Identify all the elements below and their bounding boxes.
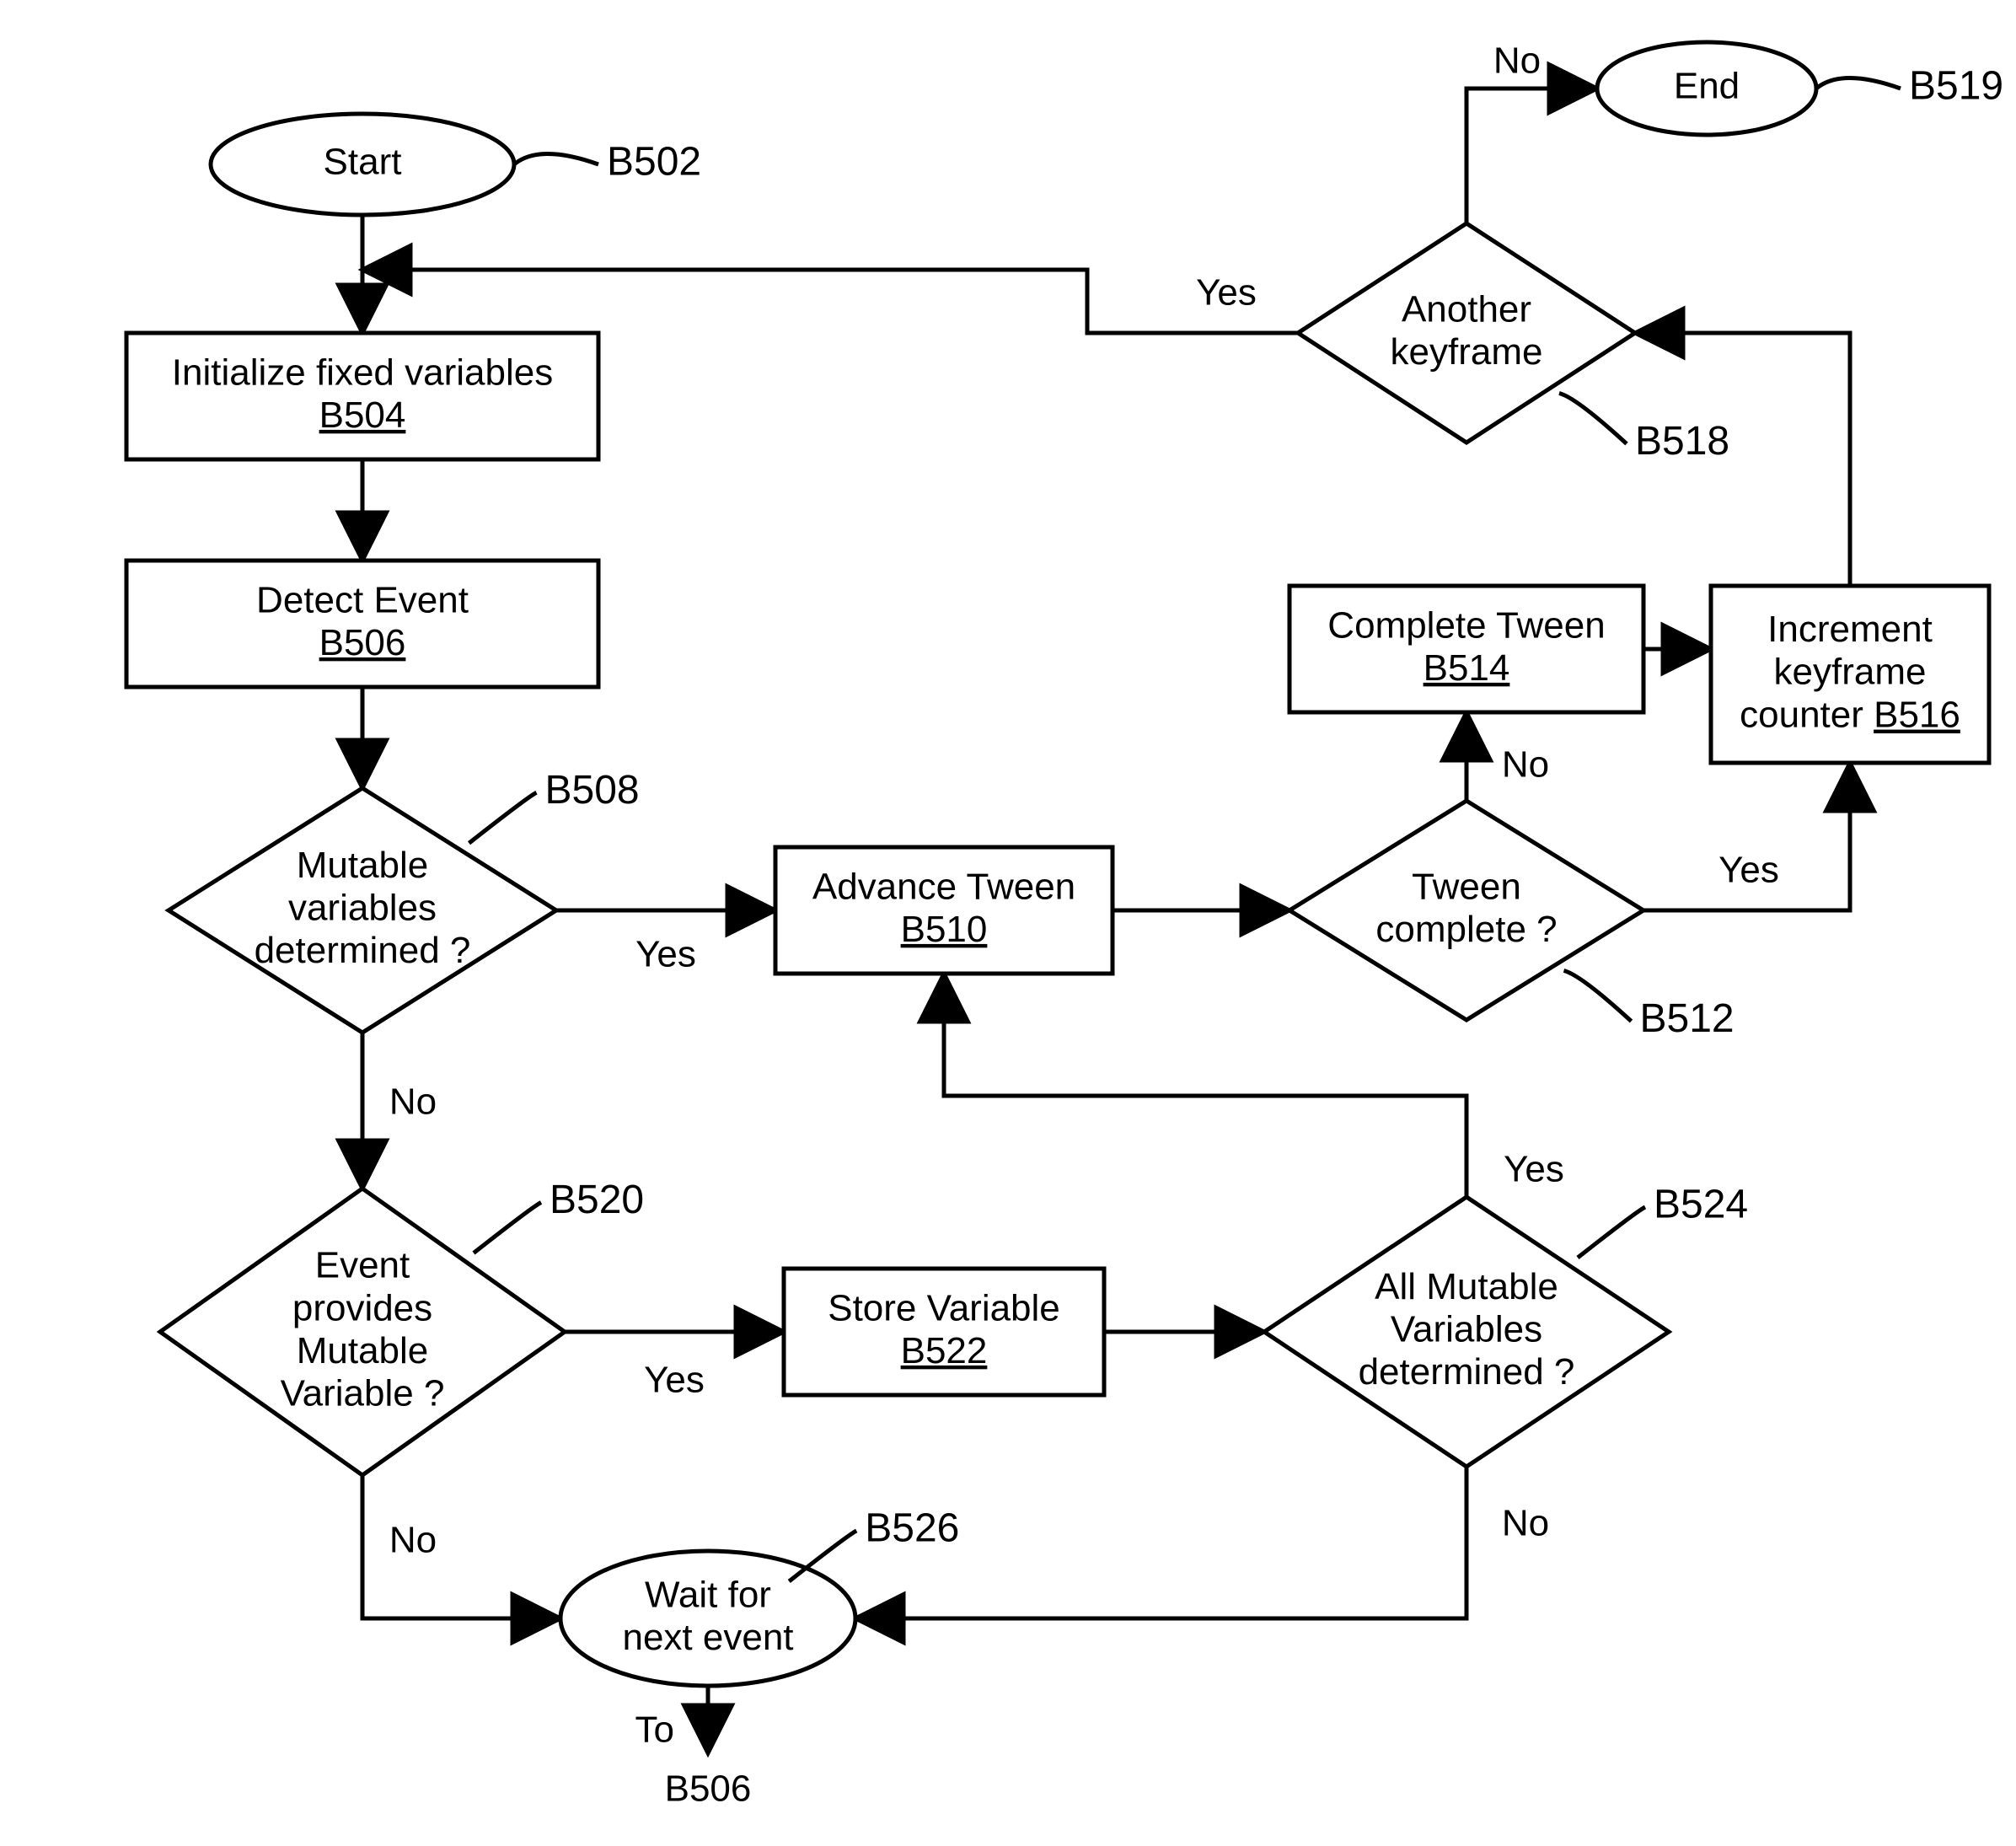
node-b510: Advance TweenB510 [775, 847, 1113, 974]
node-text: variables [288, 888, 437, 929]
node-text: End [1674, 66, 1740, 107]
node-text: Wait for [645, 1574, 771, 1615]
free-label: To [635, 1709, 674, 1751]
node-text: Initialize fixed variables [172, 351, 553, 393]
node-text: Store Variable [828, 1287, 1060, 1328]
node-text: Complete Tween [1327, 604, 1605, 646]
node-code: B504 [319, 394, 406, 436]
node-text: Increment [1767, 609, 1933, 650]
edge-label: Yes [1504, 1149, 1564, 1190]
node-text: counter B516 [1740, 694, 1960, 735]
node-code: B514 [1424, 647, 1510, 689]
ref-label: B524 [1654, 1183, 1748, 1227]
node-text: Tween [1412, 866, 1521, 907]
node-code: B506 [319, 622, 406, 663]
node-text: Detect Event [256, 579, 469, 620]
node-text: Mutable [297, 845, 429, 886]
node-text: Start [324, 142, 402, 183]
node-b522: Store VariableB522 [784, 1269, 1104, 1395]
node-code: B510 [901, 909, 988, 950]
node-text: keyframe [1774, 652, 1927, 693]
edge-label: Yes [1718, 850, 1779, 891]
node-b504: Initialize fixed variablesB504 [126, 333, 598, 459]
node-text: next event [622, 1617, 793, 1658]
edge-label: No [389, 1520, 437, 1561]
edge-label: No [1502, 1503, 1549, 1544]
ref-label: B508 [545, 768, 640, 813]
free-label: B506 [665, 1768, 752, 1810]
node-b516: Incrementkeyframecounter B516 [1711, 586, 1989, 763]
node-text: Advance Tween [812, 866, 1075, 907]
node-text: Variables [1391, 1309, 1542, 1350]
node-text: Mutable [297, 1330, 429, 1371]
edge-label: Yes [1196, 272, 1257, 314]
node-text: All Mutable [1375, 1266, 1558, 1307]
ref-label: B502 [607, 140, 701, 185]
node-text: Another [1402, 288, 1531, 330]
flowchart-root: Yes No Yes No Yes No Yes Yes No No Start B502 Initia… [0, 0, 2016, 1846]
node-text: keyframe [1391, 331, 1543, 373]
edge-label: Yes [644, 1360, 705, 1401]
edge-label: Yes [635, 934, 696, 975]
edge-label: No [389, 1081, 437, 1123]
node-text: determined ? [255, 930, 471, 971]
node-b514: Complete TweenB514 [1289, 586, 1643, 712]
node-b506: Detect EventB506 [126, 561, 598, 687]
ref-label: B512 [1640, 996, 1735, 1041]
ref-label: B520 [550, 1178, 644, 1222]
node-text: complete ? [1375, 909, 1557, 950]
node-text: provides [292, 1287, 432, 1328]
node-code: B522 [901, 1330, 988, 1371]
ref-label: B518 [1635, 419, 1729, 464]
node-text: Variable ? [281, 1373, 445, 1414]
edge-label: No [1493, 40, 1541, 82]
ref-label: B526 [865, 1506, 959, 1551]
node-text: Event [315, 1245, 410, 1286]
node-text: determined ? [1359, 1351, 1575, 1393]
ref-label: B519 [1909, 64, 2003, 109]
edge-label: No [1502, 744, 1549, 786]
